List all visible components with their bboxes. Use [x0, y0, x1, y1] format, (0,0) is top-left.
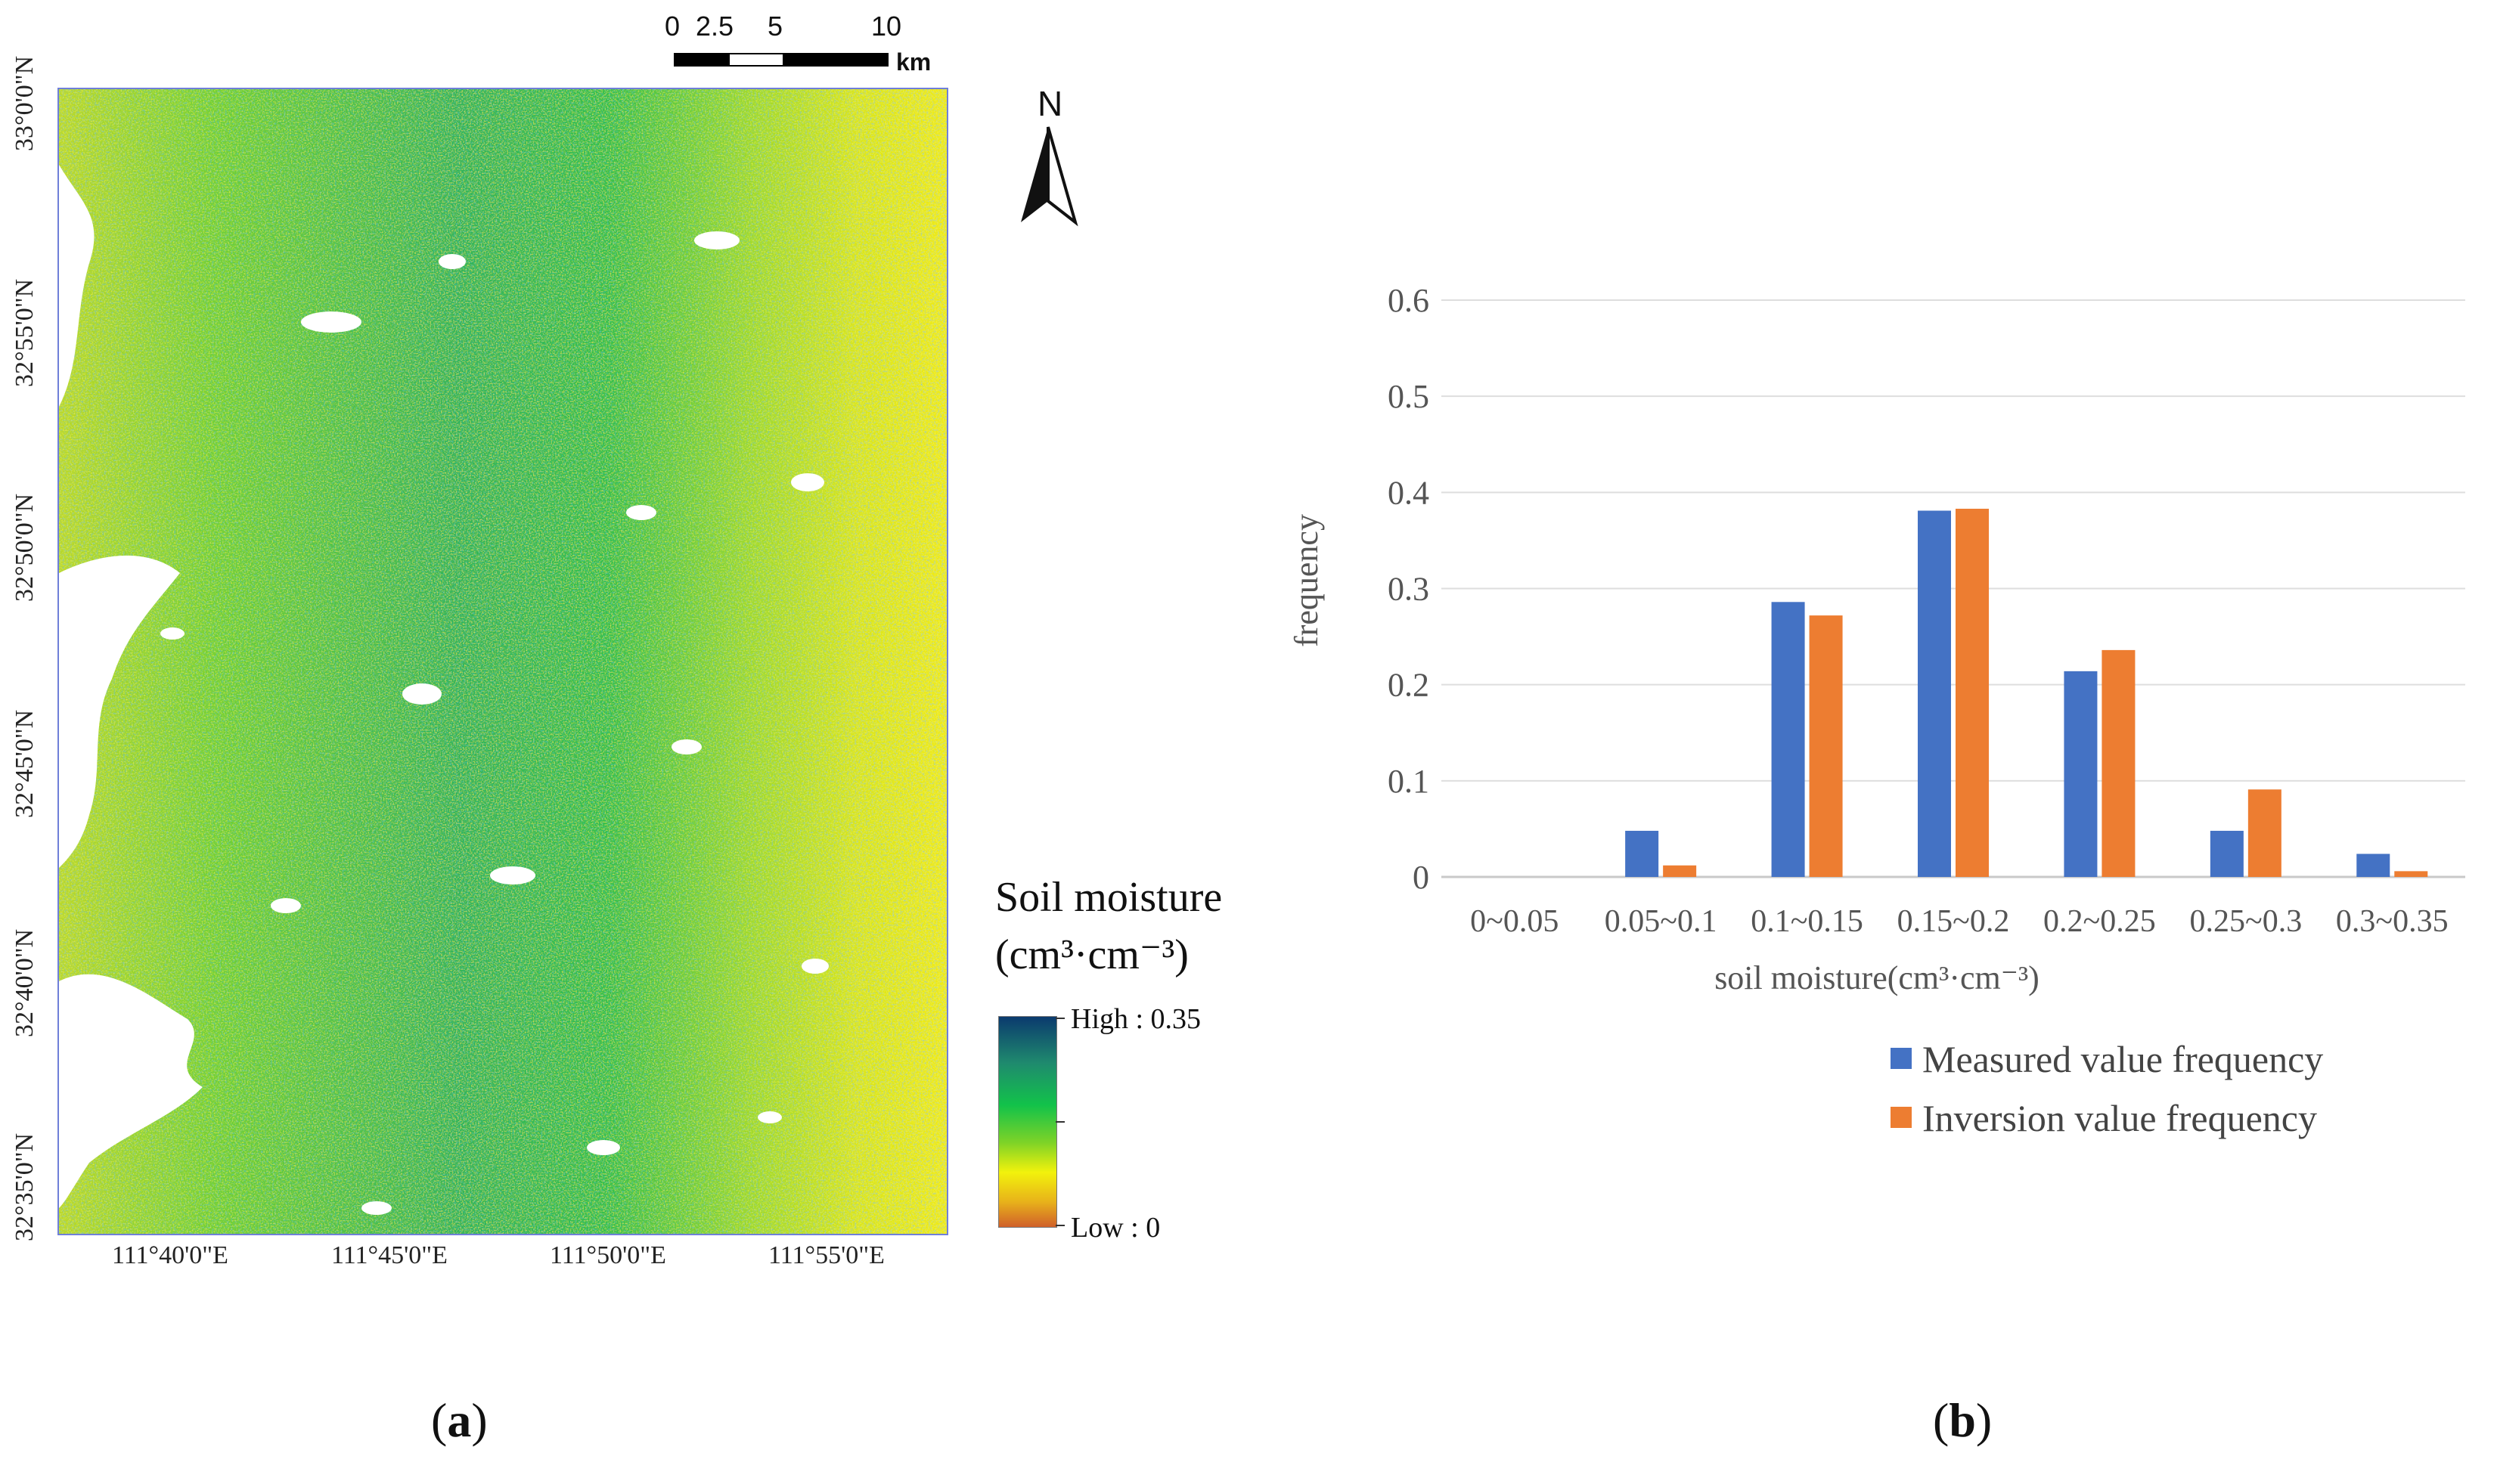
y-tick-label-3: 0.3 [1388, 571, 1429, 608]
legend-swatch-measured [1891, 1048, 1912, 1069]
legend-tick-mid [1056, 1121, 1065, 1123]
x-tick-label-4: 0.2~0.25 [2043, 904, 2156, 939]
y-tick-label-0: 0 [1413, 859, 1429, 896]
x-tick-label-3: 0.15~0.2 [1897, 904, 2010, 939]
nodata-west-upper [59, 165, 95, 407]
lat-label-32-45: 32°45'0"N [11, 709, 39, 818]
map-legend: Soil moisture (cm³·cm⁻³) High : 0.35 Low… [995, 869, 1313, 1247]
panel-a: 0 2.5 5 10 km N 33°0'0"N 32°55'0"N 32°50… [11, 11, 1222, 1447]
lat-label-32-40: 32°40'0"N [11, 928, 39, 1037]
bar-measured-1 [1625, 830, 1659, 877]
nodata-west-lower [59, 974, 203, 1208]
x-tick-label-0: 0~0.05 [1470, 904, 1559, 939]
bar-measured-5 [2210, 830, 2244, 877]
y-tick-label-4: 0.4 [1388, 474, 1429, 511]
scale-bar-segment-1 [674, 53, 728, 67]
soil-moisture-map [57, 88, 948, 1235]
x-axis-label: soil moisture(cm³·cm⁻³) [1714, 959, 2039, 996]
nodata-west-mid [59, 555, 180, 868]
x-tick-label-6: 0.3~0.35 [2336, 904, 2449, 939]
chart-legend: Measured value frequency Inversion value… [1891, 1037, 2465, 1158]
x-tick-label-5: 0.25~0.3 [2189, 904, 2302, 939]
legend-tick-high [1056, 1018, 1065, 1019]
scale-tick-10: 10 [871, 11, 902, 42]
bar-measured-4 [2064, 671, 2098, 877]
bar-inversion-5 [2247, 789, 2281, 877]
y-tick-label-2: 0.2 [1388, 667, 1429, 704]
lat-label-32-35: 32°35'0"N [11, 1132, 39, 1241]
scale-bar-segment-3 [784, 53, 889, 67]
bar-measured-2 [1771, 602, 1805, 877]
lon-label-111-55: 111°55'0"E [768, 1241, 885, 1269]
lat-label-33-00: 33°0'0"N [11, 55, 39, 151]
bar-inversion-6 [2394, 871, 2428, 877]
bar-inversion-1 [1663, 865, 1697, 877]
soil-moisture-raster [59, 89, 947, 1234]
scale-bar: 0 2.5 5 10 km [665, 11, 953, 79]
caption-b: (b) [1933, 1393, 1993, 1447]
scale-tick-2-5: 2.5 [696, 11, 734, 42]
y-tick-label-1: 0.1 [1388, 763, 1429, 800]
caption-a: (a) [431, 1393, 488, 1447]
legend-label-inversion: Inversion value frequency [1922, 1097, 2317, 1139]
lon-label-111-40: 111°40'0"E [112, 1241, 228, 1269]
legend-label-measured: Measured value frequency [1922, 1038, 2324, 1080]
legend-low-label: Low : 0 [1071, 1212, 1161, 1244]
y-axis-label: frequency [1288, 514, 1325, 647]
bar-inversion-4 [2102, 649, 2136, 877]
x-tick-label-2: 0.1~0.15 [1751, 904, 1863, 939]
north-arrow-icon [1021, 126, 1078, 227]
north-arrow: N [1018, 83, 1078, 227]
bar-measured-3 [1918, 510, 1951, 877]
legend-tick-low [1056, 1225, 1065, 1226]
caption-b-letter: b [1949, 1393, 1976, 1447]
lon-label-111-45: 111°45'0"E [331, 1241, 448, 1269]
legend-high-label: High : 0.35 [1071, 1003, 1202, 1035]
legend-title-line-2: (cm³·cm⁻³) [995, 931, 1189, 978]
legend-color-ramp [998, 1016, 1057, 1228]
scale-tick-5: 5 [768, 11, 783, 42]
lon-label-111-50: 111°50'0"E [550, 1241, 666, 1269]
y-tick-label-6: 0.6 [1388, 282, 1429, 319]
scale-tick-0: 0 [665, 11, 681, 42]
lat-label-32-50: 32°50'0"N [11, 493, 39, 602]
scale-unit: km [896, 48, 932, 76]
lat-label-32-55: 32°55'0"N [11, 278, 39, 387]
caption-a-letter: a [447, 1393, 472, 1447]
y-tick-label-5: 0.5 [1388, 378, 1429, 415]
bar-inversion-2 [1809, 615, 1843, 877]
bar-inversion-3 [1956, 508, 1989, 877]
scale-bar-segment-2 [728, 53, 784, 67]
north-arrow-label: N [1038, 84, 1063, 123]
legend-swatch-inversion [1891, 1107, 1912, 1128]
panel-b: 0 0.1 0.2 0.3 0.4 0.5 0.6 0~0.05 0.05~0.1 0.1~0.… [1286, 0, 2497, 1484]
legend-title-line-1: Soil moisture [995, 874, 1223, 921]
frequency-bar-chart: 0 0.1 0.2 0.3 0.4 0.5 0.6 0~0.05 0.05~0.1 0.1~0.… [1288, 282, 2465, 996]
x-tick-label-1: 0.05~0.1 [1605, 904, 1717, 939]
bar-measured-6 [2356, 854, 2390, 877]
